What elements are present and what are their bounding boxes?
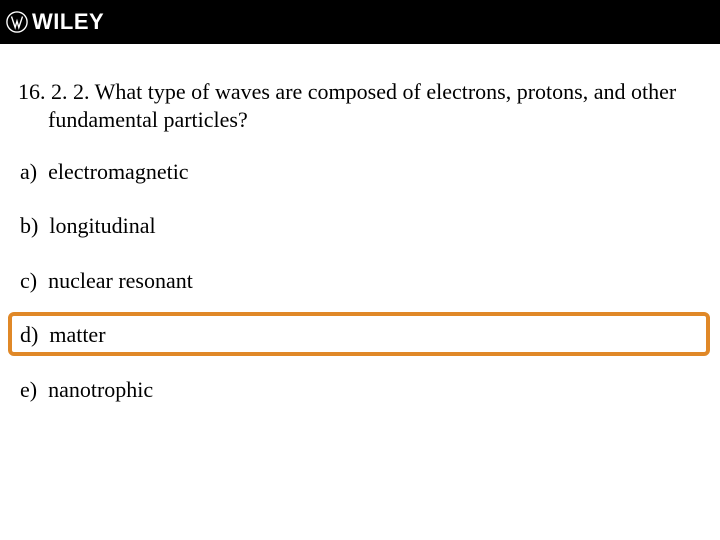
content-area: 16. 2. 2. What type of waves are compose… [0, 44, 720, 403]
option-text: electromagnetic [48, 159, 188, 184]
question-block: 16. 2. 2. What type of waves are compose… [18, 78, 702, 133]
option-letter: d) [20, 322, 38, 347]
option-text: longitudinal [49, 213, 155, 238]
option-c[interactable]: c) nuclear resonant [20, 268, 702, 294]
option-text: nanotrophic [48, 377, 153, 402]
options-list: a) electromagnetic b) longitudinal c) nu… [18, 159, 702, 403]
option-b[interactable]: b) longitudinal [20, 213, 702, 239]
brand-text: WILEY [32, 9, 104, 35]
option-e[interactable]: e) nanotrophic [20, 377, 702, 403]
question-body: What type of waves are composed of elect… [48, 79, 676, 132]
option-text: nuclear resonant [48, 268, 193, 293]
question-number: 16. 2. 2. [18, 79, 90, 104]
option-letter: c) [20, 268, 37, 293]
brand-logo: WILEY [6, 9, 104, 35]
option-a[interactable]: a) electromagnetic [20, 159, 702, 185]
option-letter: b) [20, 213, 38, 238]
header-bar: WILEY [0, 0, 720, 44]
question-text: 16. 2. 2. What type of waves are compose… [18, 78, 702, 133]
option-letter: e) [20, 377, 37, 402]
option-d[interactable]: d) matter [20, 322, 702, 348]
brand-icon [6, 11, 28, 33]
option-letter: a) [20, 159, 37, 184]
option-text: matter [49, 322, 105, 347]
